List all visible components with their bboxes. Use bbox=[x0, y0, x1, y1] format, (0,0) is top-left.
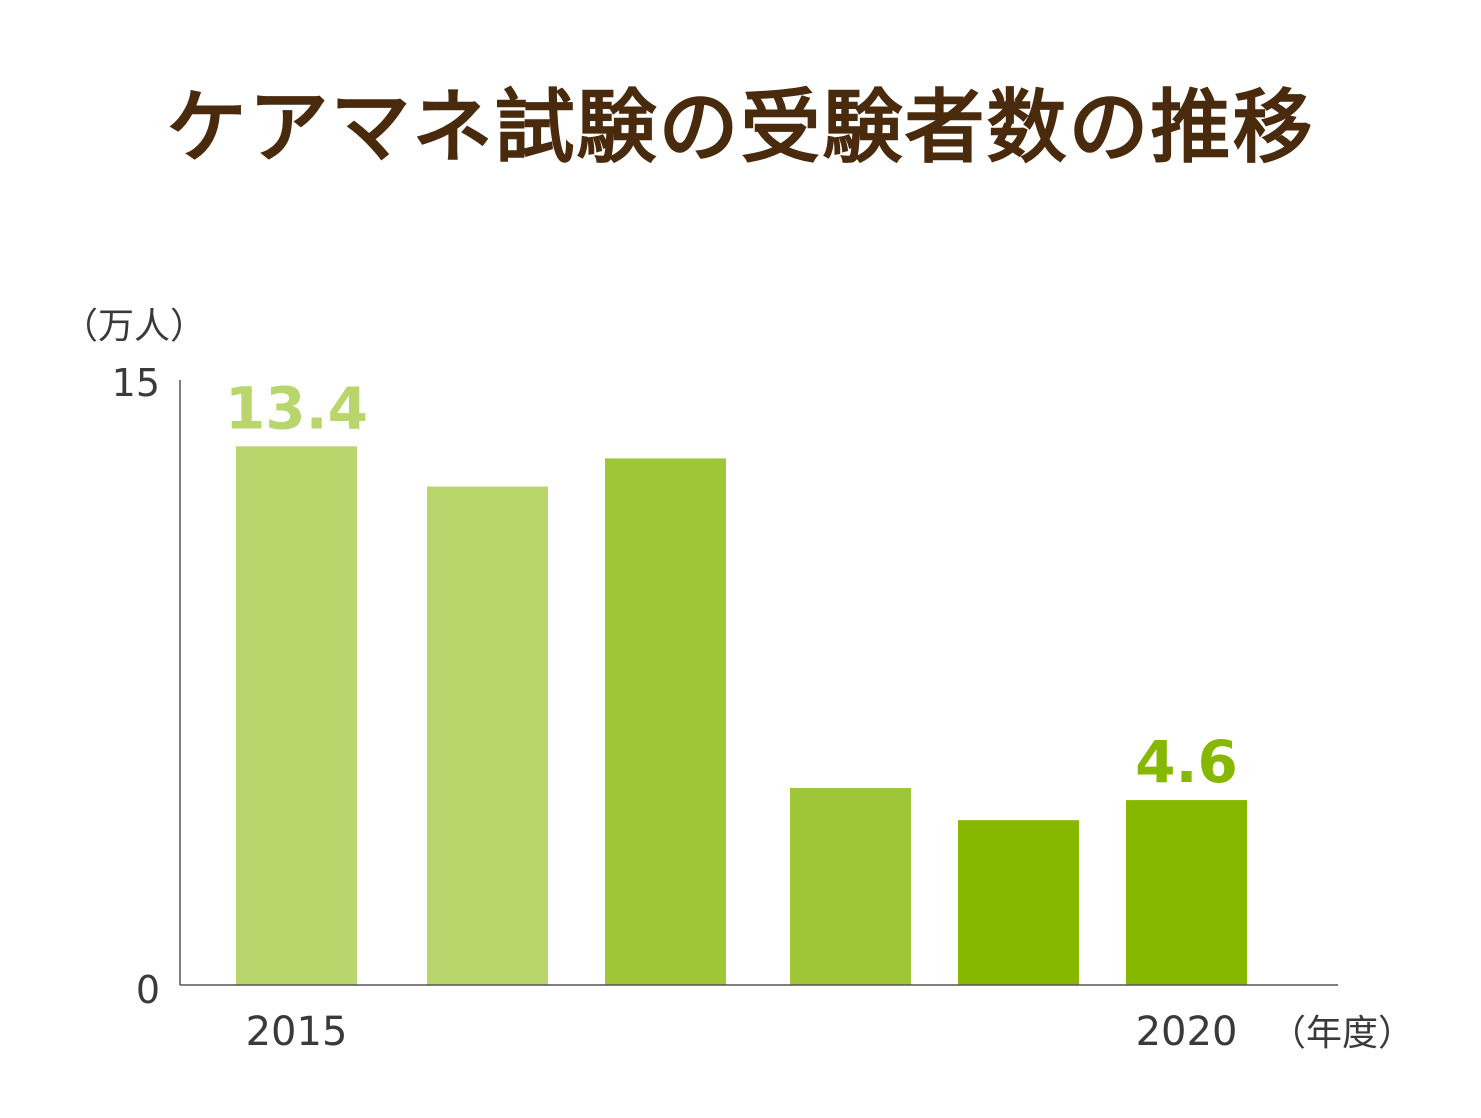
x-axis-ticks: 2015 2020 bbox=[246, 1009, 1238, 1055]
value-label-2015: 13.4 bbox=[225, 374, 368, 442]
bar-2020 bbox=[1126, 800, 1247, 985]
bar-2016 bbox=[427, 486, 548, 985]
x-tick-label-2015: 2015 bbox=[246, 1009, 348, 1055]
bar-2018 bbox=[790, 788, 911, 985]
y-tick-label: 15 bbox=[112, 361, 160, 405]
bar-2015 bbox=[236, 446, 357, 985]
y-axis-label: （万人） bbox=[62, 306, 206, 347]
x-tick-label-2020: 2020 bbox=[1136, 1009, 1238, 1055]
bar-2019 bbox=[958, 820, 1079, 985]
y-tick-label: 0 bbox=[136, 968, 160, 1012]
chart-title: ケアマネ試験の受験者数の推移 bbox=[166, 81, 1315, 174]
value-label-2020: 4.6 bbox=[1135, 728, 1238, 796]
y-axis-ticks: 0 15 bbox=[112, 361, 160, 1012]
bars bbox=[236, 446, 1247, 985]
x-axis-label: （年度） bbox=[1270, 1013, 1414, 1054]
bar-2017 bbox=[605, 458, 726, 985]
value-labels: 13.4 4.6 bbox=[225, 374, 1238, 796]
